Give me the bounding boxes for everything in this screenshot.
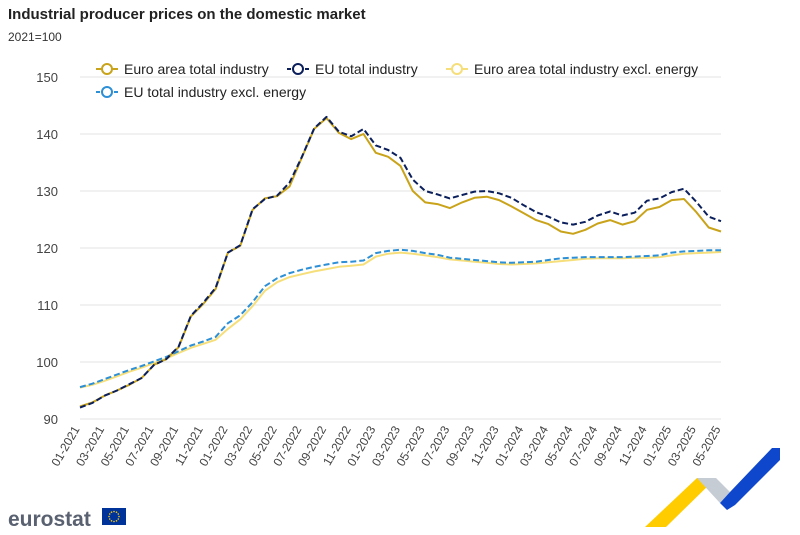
flag-star [110,520,113,522]
yellow-stripe-shape [645,478,716,527]
decorative-shapes [645,448,780,527]
flag-star [115,520,118,522]
legend-circle-marker [101,86,113,98]
chart-subtitle: 2021=100 [8,30,62,44]
y-tick-label: 140 [36,127,58,142]
eu-stars-icon [108,510,120,523]
series-line [79,251,722,389]
legend-item[interactable]: EU total industry [287,61,418,77]
legend-label: EU total industry excl. energy [124,84,306,100]
legend-item[interactable]: Euro area total industry excl. energy [446,61,698,77]
y-axis: 90 100 110 120 130 140 150 [36,70,58,427]
x-axis: 01-202103-202105-202107-202109-202111-20… [48,423,723,468]
legend-label: Euro area total industry [124,61,269,77]
series-line [79,248,721,389]
series-line [79,117,722,408]
legend-circle-marker [101,63,113,75]
flag-star [115,511,118,513]
flag-star [110,511,113,513]
legend-circle-marker [451,63,463,75]
legend-item[interactable]: EU total industry excl. energy [96,84,306,100]
y-tick-label: 90 [44,412,58,427]
flag-star [108,513,111,515]
flag-star [108,515,110,518]
eurostat-logo-text: eurostat [8,508,91,531]
series-line [79,115,722,409]
flag-star [117,513,120,515]
blue-stripe-shape [720,448,780,510]
flag-star [118,515,120,518]
legend-label: EU total industry [315,61,418,77]
y-tick-label: 120 [36,241,58,256]
eurostat-logo: eurostat [8,508,126,531]
chart-title: Industrial producer prices on the domest… [8,6,366,23]
flag-star [108,518,111,520]
legend-label: Euro area total industry excl. energy [474,61,698,77]
flag-star [113,520,115,523]
y-tick-label: 100 [36,355,58,370]
y-tick-label: 130 [36,184,58,199]
flag-star [117,518,120,520]
y-tick-label: 150 [36,70,58,85]
flag-star [113,510,115,513]
y-tick-label: 110 [37,298,58,313]
legend: Euro area total industry EU total industr… [96,61,698,100]
legend-circle-marker [292,63,304,75]
eu-flag-icon [102,508,126,525]
grid [80,76,721,420]
legend-item[interactable]: Euro area total industry [96,61,269,77]
series-group [79,115,722,409]
grey-stripe-shape [697,478,730,503]
